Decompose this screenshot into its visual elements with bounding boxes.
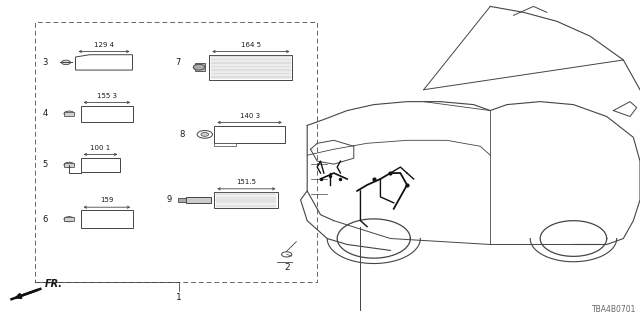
Circle shape [64,111,74,116]
Text: 155 3: 155 3 [97,92,117,99]
Bar [214,143,236,147]
Text: 6: 6 [43,215,48,224]
Circle shape [193,64,205,70]
Bar [209,55,292,80]
Bar [186,197,211,203]
Circle shape [64,217,74,222]
Text: 2: 2 [284,263,289,272]
Text: FR.: FR. [45,279,63,289]
Text: 164 5: 164 5 [241,42,261,48]
Text: 140 3: 140 3 [239,113,260,118]
Circle shape [61,60,70,65]
Text: 9: 9 [166,196,172,204]
Bar [35,22,317,282]
Text: 5: 5 [43,160,48,169]
Text: 151.5: 151.5 [236,179,257,185]
Bar [214,192,278,208]
Text: 4: 4 [43,109,48,118]
Bar [64,217,74,221]
Bar [214,125,285,143]
Bar [64,112,74,116]
Polygon shape [76,55,132,70]
Text: 159: 159 [100,197,113,204]
Circle shape [197,131,212,138]
Text: TBA4B0701: TBA4B0701 [593,305,637,314]
Bar [81,106,133,122]
Bar [195,63,205,71]
Text: 8: 8 [179,130,184,139]
Bar [81,211,133,228]
Circle shape [282,252,292,257]
Bar [178,198,186,202]
Text: 3: 3 [43,58,48,67]
Text: 1: 1 [177,293,182,302]
Circle shape [201,132,209,136]
Bar [64,163,74,167]
Text: 129 4: 129 4 [94,42,114,48]
Text: 7: 7 [176,58,181,67]
Text: 100 1: 100 1 [90,145,111,151]
Circle shape [193,64,205,70]
Circle shape [64,162,74,167]
Bar [81,157,120,172]
